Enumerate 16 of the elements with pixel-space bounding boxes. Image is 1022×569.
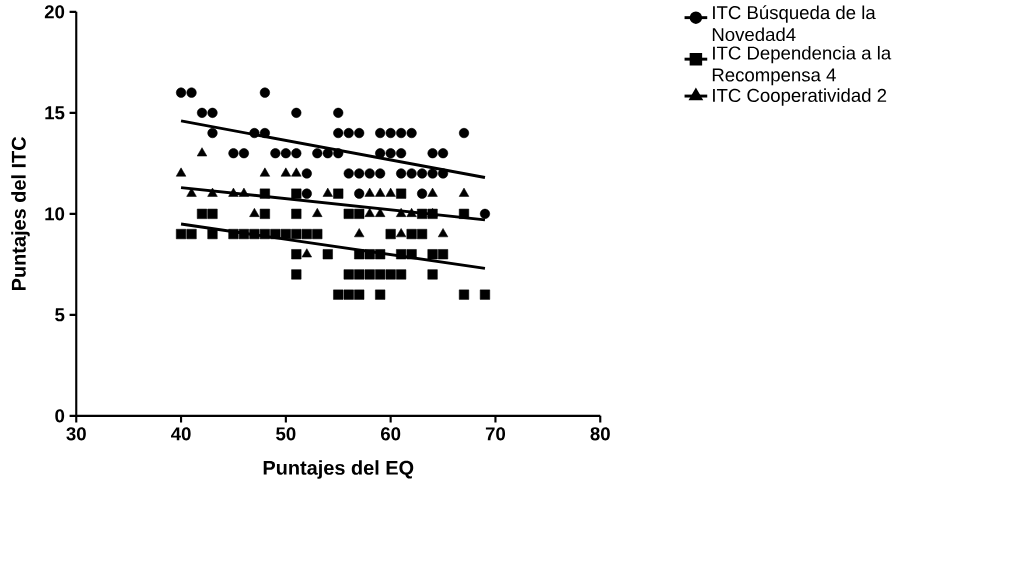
x-axis-title: Puntajes del EQ <box>263 460 414 479</box>
y-tick-label: 20 <box>44 5 65 19</box>
y-tick-label: 15 <box>45 106 65 120</box>
x-tick-label: 30 <box>66 427 86 441</box>
x-tick-label: 50 <box>276 427 296 441</box>
x-tick-label: 70 <box>485 427 506 441</box>
x-tick-label: 60 <box>381 427 401 441</box>
y-tick-label: 5 <box>55 308 65 322</box>
x-tick-label: 40 <box>171 427 191 441</box>
y-axis-title: Puntajes del ITC <box>11 136 30 291</box>
x-tick-label: 80 <box>590 427 610 441</box>
legend-label: ITC Búsqueda de la Novedad4 <box>712 5 876 42</box>
legend-label: ITC Cooperatividad 2 <box>713 88 887 106</box>
y-tick-label: 10 <box>45 207 65 221</box>
y-tick-label: 0 <box>55 409 65 423</box>
legend-label: ITC Dependencia a la Recompensa 4 <box>712 46 892 86</box>
